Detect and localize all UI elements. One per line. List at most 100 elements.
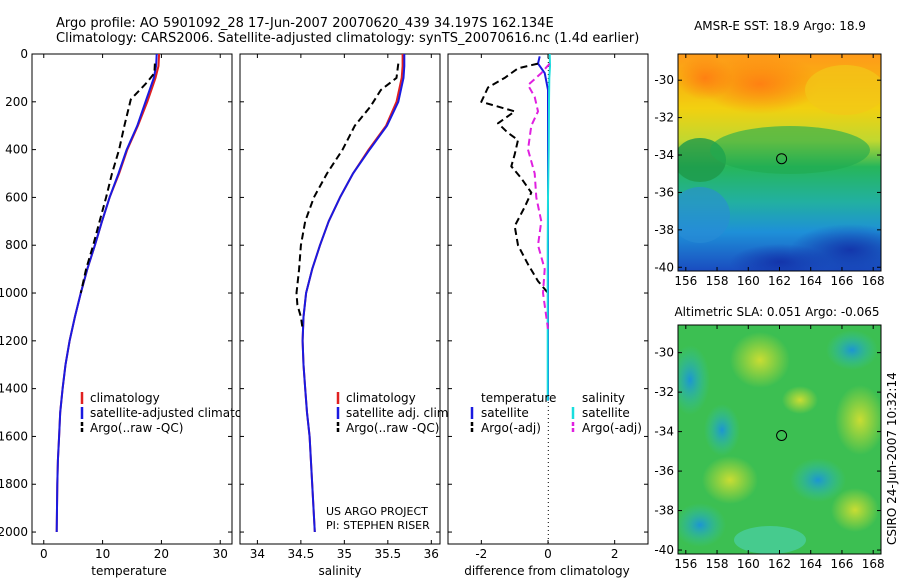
figure-title-line1: Argo profile: AO 5901092_28 17-Jun-2007 … [56,16,554,31]
x-tick-label: 2 [611,547,619,561]
series-line-satellite [546,53,551,401]
y-tick-label: -38 [654,223,674,237]
legend-label-climatology: climatology [90,391,160,405]
legend-label-argo: Argo(..raw -QC) [346,421,439,435]
x-tick-label: 164 [799,274,822,288]
x-tick-label: 160 [737,274,760,288]
figure-title-line2: Climatology: CARS2006. Satellite-adjuste… [56,31,639,46]
legend-label-climatology: climatology [346,391,416,405]
argo-float-marker [776,430,788,441]
sla-heatmap [678,325,881,554]
x-tick-label: 168 [862,274,885,288]
y-tick-label: 2000 [0,525,28,539]
temperature-axes: 0 10 20 30 0 200 400 600 800 1000 1200 1400 1600 1800… [0,47,232,561]
sst-map-title: AMSR-E SST: 18.9 Argo: 18.9 [694,19,866,33]
y-tick-label: 400 [5,143,28,157]
series-line-satellite-adjusted-climatology [55,53,158,533]
y-tick-label: 1400 [0,382,28,396]
legend-header-salinity: salinity [582,391,625,405]
sst-map-panel: AMSR-E SST: 18.9 Argo: 18.9 156 158 160 162… [654,19,885,288]
y-tick-label: 1000 [0,286,28,300]
x-tick-label: 0 [40,547,48,561]
y-tick-label: -32 [654,111,674,125]
sla-map-axes: 156 158 160 162 164 166 168 -30 -32 -34 -36 -38 -40 [654,325,885,571]
x-tick-label: 36 [424,547,439,561]
sla-map-title: Altimetric SLA: 0.051 Argo: -0.065 [674,305,879,319]
x-tick-label: 156 [674,557,697,571]
salinity-legend: climatology satellite adj. clim. Argo(..… [336,391,452,435]
x-tick-label: 166 [831,274,854,288]
x-tick-label: 166 [831,557,854,571]
y-tick-label: -32 [654,385,674,399]
y-tick-label: 200 [5,95,28,109]
legend-label-satellite: satellite-adjusted climatology [90,406,268,420]
x-tick-label: 30 [213,547,228,561]
temperature-xlabel: temperature [91,564,166,578]
legend-label-sal-argo: Argo(-adj) [582,421,642,435]
x-tick-label: 35 [337,547,352,561]
timestamp: CSIRO 24-Jun-2007 10:32:14 [885,372,899,545]
sla-map-panel: Altimetric SLA: 0.051 Argo: -0.065 156 15… [654,305,885,571]
y-tick-label: -34 [654,425,674,439]
y-tick-label: 0 [20,47,28,61]
x-tick-label: 162 [768,274,791,288]
series-line-argo-raw-qc [79,63,156,294]
salinity-plot-frame [239,53,441,545]
x-tick-label: 34.5 [288,547,315,561]
salinity-xlabel: salinity [318,564,361,578]
legend-header-temperature: temperature [481,391,556,405]
series-line-argo-adj [480,62,549,294]
series-line-argo-raw-qc [295,63,400,330]
project-line2: PI: STEPHEN RISER [326,519,430,532]
legend-label-temp-satellite: satellite [481,406,529,420]
y-tick-label: -36 [654,185,674,199]
y-tick-label: -40 [654,543,674,557]
y-tick-label: -30 [654,346,674,360]
legend-label-argo: Argo(..raw -QC) [90,421,183,435]
y-tick-label: -40 [654,260,674,274]
x-tick-label: 10 [95,547,110,561]
difference-series [480,53,551,401]
y-tick-label: -38 [654,504,674,518]
x-tick-label: 156 [674,274,697,288]
series-line-satellite-adj-clim [301,54,406,533]
legend-label-sal-satellite: satellite [582,406,630,420]
argo-float-marker [776,153,788,165]
legend-label-satellite: satellite adj. clim. [346,406,452,420]
temperature-plot-frame [31,53,233,545]
salinity-axes: 34 34.5 35 35.5 36 [240,53,440,561]
project-line1: US ARGO PROJECT [326,505,428,518]
x-tick-label: 158 [706,557,729,571]
y-tick-label: -34 [654,148,674,162]
salinity-panel: 34 34.5 35 35.5 36 climatology satellite adj… [239,53,452,578]
temperature-panel: 0 10 20 30 0 200 400 600 800 1000 1200 1400 1600 1800… [0,47,268,578]
salinity-series [295,54,406,533]
y-tick-label: 1200 [0,334,28,348]
difference-panel: -2 0 2 temperature salinity satellite Argo… [447,53,649,578]
legend-label-temp-argo: Argo(-adj) [481,421,541,435]
x-tick-label: 34 [250,547,265,561]
difference-legend: temperature salinity satellite Argo(-adj… [470,391,642,435]
x-tick-label: 0 [544,547,552,561]
x-tick-label: 168 [862,557,885,571]
series-line-argo-adj [527,62,551,330]
difference-axes: -2 0 2 [448,53,648,561]
temperature-series [55,53,161,533]
sst-map-axes: 156 158 160 162 164 166 168 -30 -32 -34 -36 -38 -40 [654,54,885,288]
y-tick-label: 800 [5,238,28,252]
x-tick-label: 20 [154,547,169,561]
temperature-legend: climatology satellite-adjusted climatolo… [80,391,268,435]
x-tick-label: 160 [737,557,760,571]
x-tick-label: 158 [706,274,729,288]
x-tick-label: -2 [475,547,487,561]
y-tick-label: -36 [654,464,674,478]
x-tick-label: 164 [799,557,822,571]
y-tick-label: 600 [5,190,28,204]
difference-xlabel: difference from climatology [464,564,630,578]
x-tick-label: 35.5 [374,547,401,561]
sst-heatmap [678,54,881,271]
y-tick-label: 1800 [0,477,28,491]
x-tick-label: 162 [768,557,791,571]
y-tick-label: 1600 [0,429,28,443]
